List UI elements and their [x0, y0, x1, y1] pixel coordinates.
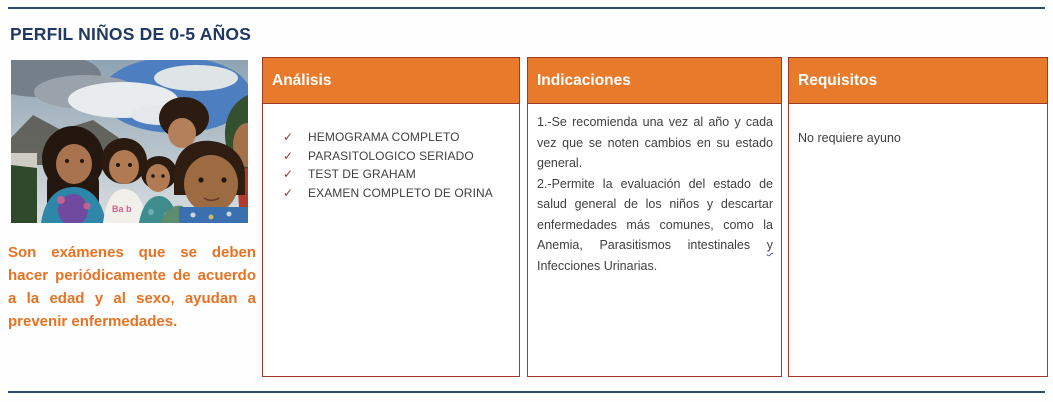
- requirements-note: No requiere ayuno: [798, 131, 901, 145]
- requirements-header: Requisitos: [789, 58, 1047, 104]
- paragraph-2-start: 2.-Permite la evaluación del estado de s…: [537, 176, 773, 253]
- top-horizontal-rule: [8, 7, 1045, 9]
- indications-column: Indicaciones 1.-Se recomienda una vez al…: [527, 57, 782, 377]
- checkmark-icon: ✓: [283, 167, 294, 181]
- paragraph-2-end: Infecciones Urinarias.: [537, 258, 658, 273]
- list-item-label: TEST DE GRAHAM: [308, 167, 416, 181]
- spellcheck-flagged-word: y: [766, 238, 773, 252]
- list-item: ✓ TEST DE GRAHAM: [283, 165, 511, 184]
- list-item-label: EXAMEN COMPLETO DE ORINA: [308, 185, 493, 200]
- bottom-horizontal-rule: [8, 391, 1045, 393]
- requirements-column: Requisitos No requiere ayuno: [788, 57, 1048, 377]
- children-photo-illustration: Ba b: [11, 60, 248, 223]
- list-item-label: PARASITOLOGICO SERIADO: [308, 148, 474, 163]
- indications-paragraph-2: 2.-Permite la evaluación del estado de s…: [537, 174, 773, 277]
- analysis-list: ✓ HEMOGRAMA COMPLETO ✓ PARASITOLOGICO SE…: [263, 104, 519, 202]
- checkmark-icon: ✓: [283, 148, 294, 163]
- list-item: ✓ EXAMEN COMPLETO DE ORINA: [283, 184, 511, 203]
- indications-paragraph-1: 1.-Se recomienda una vez al año y cada v…: [537, 115, 773, 170]
- checkmark-icon: ✓: [283, 130, 294, 144]
- indications-body: 1.-Se recomienda una vez al año y cada v…: [528, 104, 781, 276]
- list-item-label: HEMOGRAMA COMPLETO: [308, 130, 460, 144]
- indications-header: Indicaciones: [528, 58, 781, 104]
- shirt-letters: Ba b: [112, 204, 132, 214]
- list-item: ✓ PARASITOLOGICO SERIADO: [283, 147, 511, 166]
- children-photo: Ba b: [11, 60, 248, 223]
- analysis-header: Análisis: [263, 58, 519, 104]
- checkmark-icon: ✓: [283, 185, 294, 200]
- intro-paragraph: Son exámenes que se deben hacer periódic…: [8, 244, 256, 330]
- page-title: PERFIL NIÑOS DE 0-5 AÑOS: [10, 24, 252, 44]
- list-item: ✓ HEMOGRAMA COMPLETO: [283, 128, 511, 147]
- analysis-column: Análisis ✓ HEMOGRAMA COMPLETO ✓ PARASITO…: [262, 57, 520, 377]
